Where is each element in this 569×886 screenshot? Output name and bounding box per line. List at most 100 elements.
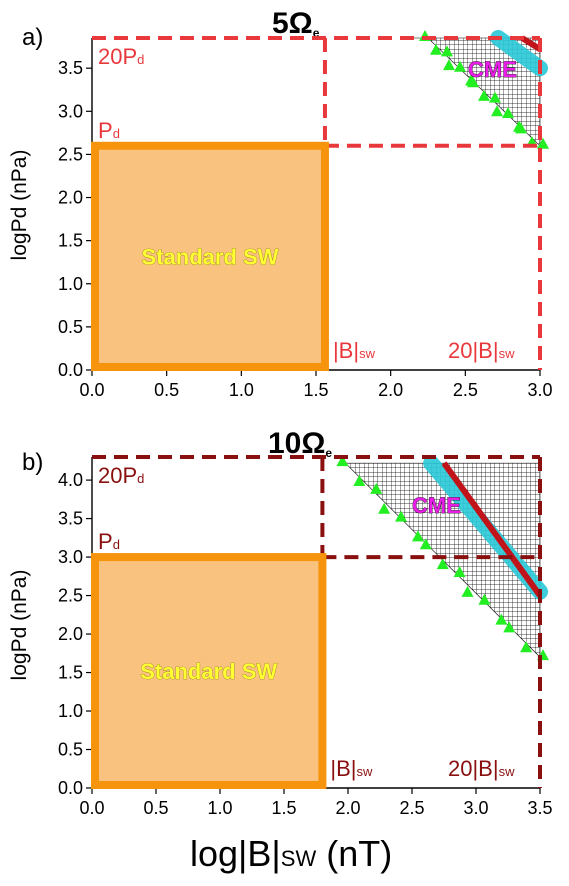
standard-sw-box xyxy=(91,141,329,371)
x-tick-label: 3.0 xyxy=(527,380,552,400)
green-triangle-marker xyxy=(489,91,501,103)
panel-title-main: 5Ω xyxy=(272,7,313,40)
x-tick-label: 1.0 xyxy=(207,798,232,818)
y-tick-label: 1.5 xyxy=(58,231,83,251)
y-tick-label: 3.0 xyxy=(58,101,83,121)
label-20b-sw-part: sw xyxy=(499,346,516,361)
label-b-sw-part: sw xyxy=(359,346,376,361)
label-20pd: 20Pd xyxy=(98,463,144,488)
y-axis-label: logPd (nPa) xyxy=(8,570,31,681)
y-tick-label: 2.5 xyxy=(58,586,83,606)
y-tick-label: 0.0 xyxy=(58,360,83,380)
y-tick-label: 1.0 xyxy=(58,701,83,721)
green-triangle-marker xyxy=(478,593,491,605)
panel-title-sub: e xyxy=(313,26,320,40)
green-triangle-marker xyxy=(467,76,479,88)
panel-title: 10Ωe xyxy=(268,427,332,460)
green-triangle-marker xyxy=(491,105,503,117)
label-20b-sw: 20|B|sw xyxy=(448,756,515,781)
cyan-band xyxy=(490,30,548,77)
green-triangle-marker xyxy=(503,621,516,633)
panel-label: b) xyxy=(22,449,43,476)
x-tick-label: 2.5 xyxy=(453,380,478,400)
green-triangle-marker xyxy=(453,566,466,578)
standard-sw-label: Standard SW xyxy=(140,659,277,684)
y-tick-label: 3.5 xyxy=(58,58,83,78)
y-tick-label: 0.5 xyxy=(58,317,83,337)
panel-b: 0.0 0.5 1.0 1.5 2.0 2.5 3.0 3.5 4.0 0.0 0.5 1.0 1.5 2… xyxy=(8,427,553,818)
green-triangle-marker xyxy=(537,137,549,149)
x-tick-label: 0.0 xyxy=(79,380,104,400)
label-20b-sw-part: 20|B| xyxy=(448,756,499,781)
panel-a: 0.0 0.5 1.0 1.5 2.0 2.5 3.0 3.5 0.0 0.5 1.0 1.5 2.0 2… xyxy=(8,7,553,400)
label-b-sw: |B|sw xyxy=(333,338,376,363)
y-tick-label: 2.0 xyxy=(58,624,83,644)
x-tick-label: 2.0 xyxy=(378,380,403,400)
green-triangle-marker xyxy=(436,558,449,570)
red-band xyxy=(520,35,542,52)
x-tick-label: 3.5 xyxy=(527,798,552,818)
x-tick-label: 0.5 xyxy=(143,798,168,818)
label-pd-part: P xyxy=(98,529,113,554)
label-pd: Pd xyxy=(98,118,120,143)
x-tick-label: 3.0 xyxy=(463,798,488,818)
green-triangle-marker xyxy=(441,45,453,57)
green-triangle-marker xyxy=(478,89,490,101)
label-b-sw: |B|sw xyxy=(330,756,373,781)
green-triangle-marker xyxy=(502,106,514,118)
panel-label: a) xyxy=(22,24,43,51)
green-triangle-marker xyxy=(378,502,391,514)
y-tick-label: 2.0 xyxy=(58,188,83,208)
y-tick-label: 0.0 xyxy=(58,778,83,798)
label-b-sw-part: sw xyxy=(357,764,374,779)
green-triangle-marker xyxy=(395,510,408,522)
green-triangle-marker xyxy=(520,641,533,653)
x-tick-label: 0.0 xyxy=(79,798,104,818)
label-20pd-part: 20P xyxy=(98,463,137,488)
label-pd-part: d xyxy=(113,126,120,141)
panel-title-sub: e xyxy=(325,446,332,460)
panel-title: 5Ωe xyxy=(272,7,320,40)
green-triangle-marker xyxy=(419,538,432,550)
green-triangle-marker xyxy=(443,59,455,71)
green-triangle-marker xyxy=(370,482,383,494)
label-b-sw-part: |B| xyxy=(330,756,356,781)
label-20b-sw: 20|B|sw xyxy=(448,338,515,363)
standard-sw-box xyxy=(91,553,327,789)
green-triangle-marker xyxy=(411,530,424,542)
green-triangle-marker xyxy=(515,122,527,134)
x-tick-label: 1.0 xyxy=(229,380,254,400)
x-tick-label: 2.0 xyxy=(335,798,360,818)
green-triangle-marker xyxy=(430,43,442,55)
label-20pd-part: d xyxy=(137,52,144,67)
label-20b-sw-part: 20|B| xyxy=(448,338,499,363)
x-tick-label: 1.5 xyxy=(303,380,328,400)
panel-title-main: 10Ω xyxy=(268,427,325,460)
label-20pd-part: 20P xyxy=(98,44,137,69)
standard-sw-label: Standard SW xyxy=(142,244,279,269)
cme-label: CME xyxy=(412,493,461,518)
y-tick-label: 3.5 xyxy=(58,509,83,529)
green-triangle-marker xyxy=(454,60,466,72)
green-triangle-marker xyxy=(495,613,508,625)
label-pd-part: P xyxy=(98,118,113,143)
green-triangle-marker xyxy=(461,585,474,597)
label-20b-sw-part: sw xyxy=(499,764,516,779)
x-axis-label: log|B|SW (nT) xyxy=(190,833,392,874)
x-tick-label: 0.5 xyxy=(154,380,179,400)
label-b-sw-part: |B| xyxy=(333,338,359,363)
y-tick-label: 0.5 xyxy=(58,740,83,760)
label-20pd-part: d xyxy=(137,471,144,486)
label-pd-part: d xyxy=(113,537,120,552)
y-tick-label: 3.0 xyxy=(58,547,83,567)
y-tick-label: 1.5 xyxy=(58,663,83,683)
y-axis-label: logPd (nPa) xyxy=(8,150,31,261)
x-tick-label: 2.5 xyxy=(399,798,424,818)
y-tick-label: 4.0 xyxy=(58,470,83,490)
y-tick-label: 2.5 xyxy=(58,144,83,164)
x-tick-label: 1.5 xyxy=(271,798,296,818)
green-triangle-marker xyxy=(353,475,366,487)
cme-label: CME xyxy=(468,57,517,82)
y-tick-label: 1.0 xyxy=(58,274,83,294)
